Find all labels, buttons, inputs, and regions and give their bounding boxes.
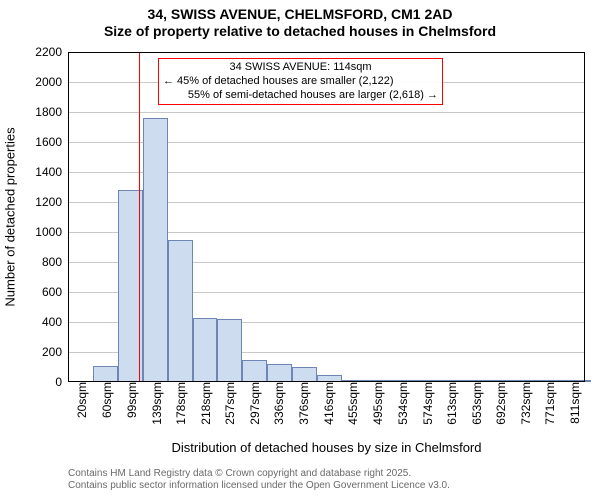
plot-border — [68, 52, 585, 382]
y-tick-label: 800 — [42, 255, 68, 269]
y-tick-label: 0 — [55, 375, 68, 389]
x-tick-label: 416sqm — [318, 382, 336, 425]
x-tick-label: 257sqm — [219, 382, 237, 425]
x-tick-label: 336sqm — [268, 382, 286, 425]
x-tick-label: 811sqm — [564, 382, 582, 424]
y-tick-label: 1000 — [35, 225, 68, 239]
x-tick-label: 613sqm — [441, 382, 459, 425]
x-tick-label: 771sqm — [539, 382, 557, 425]
y-tick-label: 1800 — [35, 105, 68, 119]
histogram-plot: 0200400600800100012001400160018002000220… — [68, 52, 585, 382]
y-tick-label: 2000 — [35, 75, 68, 89]
y-tick-label: 2200 — [35, 45, 68, 59]
x-tick-label: 732sqm — [515, 382, 533, 425]
x-tick-label: 297sqm — [244, 382, 262, 425]
x-tick-label: 60sqm — [96, 382, 114, 418]
page-title-line1: 34, SWISS AVENUE, CHELMSFORD, CM1 2AD — [0, 0, 600, 23]
x-tick-label: 653sqm — [466, 382, 484, 425]
y-axis-label: Number of detached properties — [3, 127, 18, 306]
x-axis-label: Distribution of detached houses by size … — [68, 440, 585, 455]
x-tick-label: 495sqm — [367, 382, 385, 425]
x-tick-label: 218sqm — [195, 382, 213, 425]
y-tick-label: 600 — [42, 285, 68, 299]
x-tick-label: 139sqm — [146, 382, 164, 425]
page-title-line2: Size of property relative to detached ho… — [0, 23, 600, 41]
x-tick-label: 455sqm — [342, 382, 360, 425]
y-tick-label: 1600 — [35, 135, 68, 149]
x-tick-label: 574sqm — [417, 382, 435, 425]
attribution-line1: Contains HM Land Registry data © Crown c… — [68, 468, 450, 480]
y-tick-label: 400 — [42, 315, 68, 329]
y-tick-label: 200 — [42, 345, 68, 359]
x-tick-label: 692sqm — [490, 382, 508, 425]
x-tick-label: 376sqm — [293, 382, 311, 425]
y-tick-label: 1400 — [35, 165, 68, 179]
x-tick-label: 99sqm — [121, 382, 139, 418]
attribution-text: Contains HM Land Registry data © Crown c… — [68, 468, 450, 491]
x-tick-label: 20sqm — [71, 382, 89, 418]
y-tick-label: 1200 — [35, 195, 68, 209]
x-tick-label: 178sqm — [170, 382, 188, 425]
attribution-line2: Contains public sector information licen… — [68, 480, 450, 492]
x-tick-label: 534sqm — [392, 382, 410, 425]
